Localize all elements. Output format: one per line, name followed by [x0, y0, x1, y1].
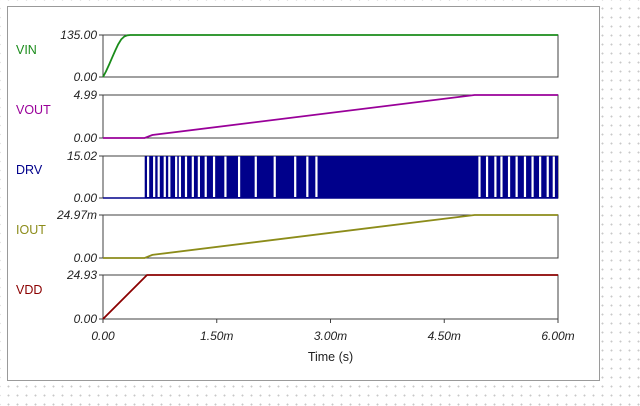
drv-ymin-label: 0.00 [74, 191, 98, 205]
drv-pulse-gap [163, 156, 166, 197]
vdd-signal-label: VDD [16, 283, 42, 297]
x-tick-label: 3.00m [314, 329, 347, 343]
iout-ymin-label: 0.00 [74, 251, 98, 265]
drv-pulse-gap [212, 156, 216, 197]
drv-signal-label: DRV [16, 163, 43, 177]
drv-pulse-gap [294, 156, 297, 197]
iout-trace [103, 214, 558, 259]
drv-pulse-gap [146, 156, 150, 197]
drv-pulse-gap [153, 156, 156, 197]
vout-signal-label: VOUT [16, 103, 51, 117]
drv-pulse-gap [204, 156, 207, 197]
x-tick-label: 6.00m [541, 329, 574, 343]
x-axis-title: Time (s) [308, 350, 353, 364]
vout-trace [103, 94, 558, 139]
drv-pulse-gap [546, 156, 549, 197]
drv-pulse-gap [237, 156, 241, 197]
drv-pulse-gap [175, 156, 178, 197]
iout-signal-label: IOUT [16, 223, 46, 237]
drv-pulse-gap [539, 156, 542, 197]
drv-pulse-gap [191, 156, 194, 197]
vdd-ymin-label: 0.00 [74, 312, 98, 326]
drv-pulse-gap [478, 156, 481, 197]
drv-pulse-gap [515, 156, 518, 197]
vin-signal-label: VIN [16, 43, 37, 57]
iout-panel-frame [102, 214, 559, 259]
drv-pulse-gap [197, 156, 200, 197]
vout-panel-frame [102, 94, 559, 139]
drv-pulse-gap [531, 156, 534, 197]
drv-pulse-gap [168, 156, 171, 197]
drv-pulse-gap [273, 156, 276, 197]
drv-pulse-gap [507, 156, 511, 197]
drv-pulse-gap [523, 156, 527, 197]
x-tick-label: 0.00 [91, 329, 115, 343]
vdd-ymax-label: 24.93 [66, 268, 97, 282]
vin-ymax-label: 135.00 [60, 28, 97, 42]
vin-ymin-label: 0.00 [74, 70, 98, 84]
drv-pulse-gap [306, 156, 309, 197]
drv-pulse-gap [254, 156, 257, 197]
drv-pulse-gap [315, 156, 318, 197]
vdd-trace [102, 274, 558, 320]
vout-ymax-label: 4.99 [74, 88, 98, 102]
vin-trace [102, 34, 558, 78]
drv-pulse-gap [224, 156, 227, 197]
vout-ymin-label: 0.00 [74, 131, 98, 145]
vin-panel-frame [102, 34, 559, 78]
drv-pulse-gap [494, 156, 497, 197]
iout-ymax-label: 24.97m [56, 208, 97, 222]
drv-ymax-label: 15.02 [67, 149, 97, 163]
drv-pulse-gap [485, 156, 489, 197]
drv-pulse-gap [500, 156, 503, 197]
drv-pulse-gap [552, 156, 555, 197]
vdd-panel-frame [102, 274, 559, 320]
x-tick-label: 4.50m [428, 329, 461, 343]
drv-pulse-gap [178, 156, 182, 197]
x-tick-label: 1.50m [200, 329, 233, 343]
drv-pulse-gap [157, 156, 160, 197]
drv-pulse-gap [184, 156, 188, 197]
